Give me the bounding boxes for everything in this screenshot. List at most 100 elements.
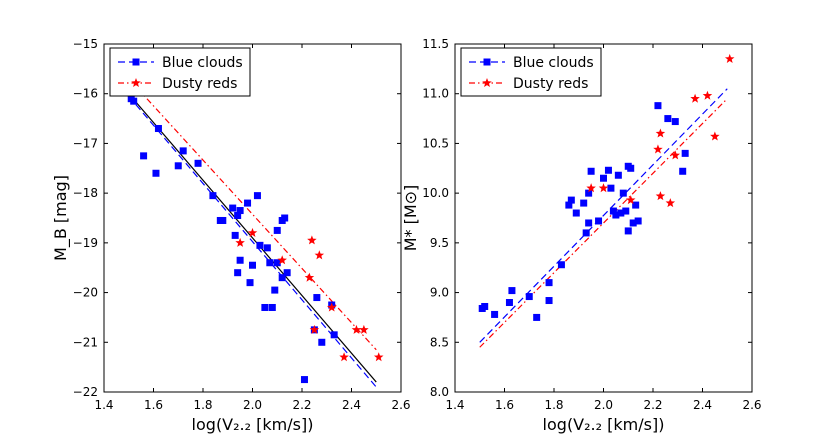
legend-marker-star (482, 78, 492, 88)
blue-cloud-point (604, 166, 612, 174)
x-tick-label: 2.0 (243, 398, 262, 412)
y-tick-label: −21 (73, 335, 98, 349)
x-tick-label: 1.6 (495, 398, 514, 412)
legend-marker-star (131, 78, 141, 88)
dusty-red-point (359, 324, 369, 334)
blue-cloud-point (572, 209, 580, 217)
legend-marker-square (132, 58, 140, 66)
y-tick-label: −20 (73, 286, 98, 300)
blue-cloud-point (617, 209, 625, 217)
blue-cloud-point (273, 226, 281, 234)
blue-cloud-point (283, 269, 291, 277)
blue-cloud-point (263, 244, 271, 252)
legend-label: Blue clouds (513, 55, 594, 71)
y-axis-label: M_B [mag] (51, 175, 71, 261)
y-tick-label: 9.5 (430, 236, 449, 250)
blue-cloud-point (567, 196, 575, 204)
fit-line (479, 88, 728, 343)
legend-marker-square (483, 58, 491, 66)
dusty-red-point (235, 237, 245, 247)
x-axis-label: log(V₂.₂ [km/s]) (192, 415, 314, 434)
blue-cloud-point (278, 274, 286, 282)
blue-cloud-point (256, 241, 264, 249)
y-tick-label: −18 (73, 186, 98, 200)
blue-cloud-point (607, 184, 615, 192)
blue-cloud-point (545, 297, 553, 305)
blue-cloud-point (130, 97, 138, 105)
y-tick-label: −16 (73, 87, 98, 101)
blue-cloud-point (585, 189, 593, 197)
blue-cloud-point (152, 169, 160, 177)
dusty-red-point (653, 144, 663, 154)
blue-cloud-point (533, 313, 541, 321)
blue-cloud-point (273, 259, 281, 267)
dusty-red-point (665, 198, 676, 208)
dusty-red-point (339, 352, 349, 362)
blue-cloud-point (609, 207, 617, 215)
x-tick-label: 1.8 (193, 398, 212, 412)
blue-cloud-point (619, 189, 627, 197)
blue-cloud-point (612, 211, 620, 219)
y-tick-label: 11.5 (422, 37, 449, 51)
blue-cloud-point (236, 207, 244, 215)
dusty-red-point (710, 131, 720, 141)
blue-cloud-point (246, 279, 254, 287)
blue-cloud-point (266, 259, 274, 267)
blue-cloud-point (664, 115, 672, 123)
x-tick-label: 1.4 (445, 398, 464, 412)
dusty-red-point (625, 195, 636, 205)
blue-cloud-point (261, 303, 269, 311)
dusty-red-point (655, 191, 666, 201)
fit-line (128, 93, 377, 383)
blue-cloud-point (654, 102, 662, 110)
legend-label: Dusty reds (162, 76, 237, 92)
blue-cloud-point (671, 118, 679, 126)
dusty-red-point (307, 235, 317, 245)
legend-label: Blue clouds (162, 55, 243, 71)
blue-cloud-point (629, 219, 637, 227)
legend: Blue clouds Dusty reds (109, 47, 251, 97)
dusty-red-point (247, 227, 258, 237)
blue-cloud-point (681, 149, 689, 157)
x-tick-label: 2.4 (342, 398, 361, 412)
legend-label: Dusty reds (513, 76, 588, 92)
y-tick-label: 10.5 (422, 136, 449, 150)
blue-cloud-point (481, 302, 489, 310)
blue-cloud-point (253, 192, 261, 200)
x-tick-label: 1.4 (94, 398, 113, 412)
blue-cloud-point (313, 294, 321, 302)
y-tick-label: 8.5 (430, 335, 449, 349)
blue-cloud-point (614, 171, 622, 179)
y-tick-label: 10.0 (422, 186, 449, 200)
blue-cloud-point (194, 159, 202, 167)
fit-line (128, 78, 377, 351)
x-tick-label: 1.6 (144, 398, 163, 412)
blue-cloud-point (679, 167, 687, 175)
dusty-red-point (586, 183, 596, 193)
right-panel-mstar-vs-velocity: 1.4 1.6 1.8 2.0 2.2 2.4 2.6 8.0 8.5 9.0 9.5 10.0 10.… (401, 37, 762, 434)
x-tick-label: 2.2 (643, 398, 662, 412)
blue-cloud-point (600, 174, 607, 182)
blue-cloud-point (281, 214, 289, 222)
dusty-red-point (304, 272, 315, 282)
blue-cloud-point (154, 125, 162, 133)
y-tick-label: −22 (73, 385, 98, 399)
dusty-red-point (309, 324, 320, 334)
blue-cloud-point (634, 217, 642, 225)
blue-cloud-point (330, 331, 338, 339)
dusty-red-point (598, 183, 609, 193)
y-tick-label: 8.0 (430, 385, 449, 399)
dusty-red-point (373, 352, 384, 362)
y-tick-label: −15 (73, 37, 98, 51)
dusty-red-point (670, 150, 681, 160)
x-tick-label: 2.0 (594, 398, 613, 412)
y-tick-label: 9.0 (430, 286, 449, 300)
legend: Blue clouds Dusty reds (460, 47, 602, 97)
blue-cloud-point (219, 216, 227, 224)
legend-box (109, 47, 251, 97)
blue-cloud-point (491, 310, 499, 318)
blue-cloud-point (582, 229, 590, 237)
blue-cloud-point (624, 227, 632, 235)
y-tick-label: −19 (73, 236, 98, 250)
fit-line (479, 98, 728, 348)
